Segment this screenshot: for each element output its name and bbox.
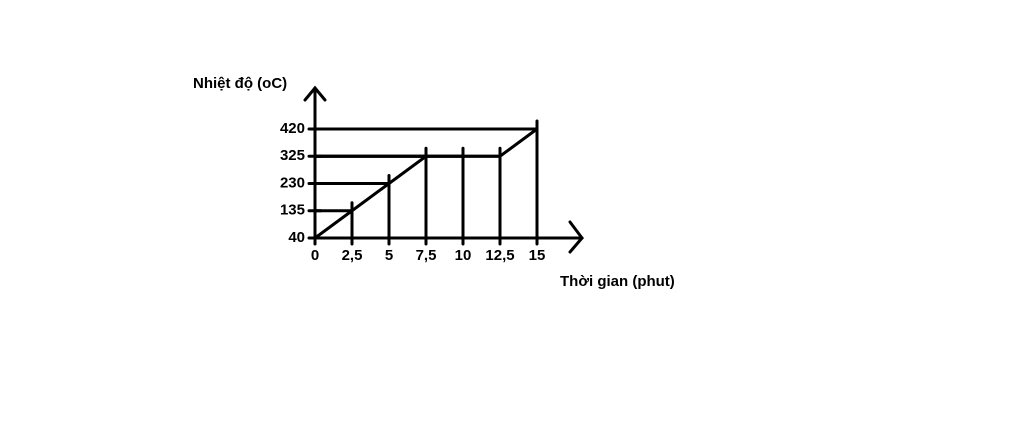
x-tick-label: 12,5 [485,247,514,264]
data-line [313,127,539,240]
x-axis-arrow [568,220,584,254]
y-tick-label: 230 [280,174,305,191]
y-tick-label: 420 [280,120,305,137]
x-tick-label: 15 [529,247,546,264]
y-axis-title: Nhiệt độ (oC) [193,75,287,92]
y-tick-label: 40 [288,229,305,246]
y-axis-arrow [303,85,327,102]
x-axis-title: Thời gian (phut) [560,273,675,290]
y-tick-label: 325 [280,147,305,164]
x-tick-label: 7,5 [416,247,437,264]
y-tick-label: 135 [280,202,305,219]
x-tick-label: 0 [311,247,319,264]
x-tick-label: 2,5 [342,247,363,264]
x-tick-label: 5 [385,247,393,264]
x-tick-label: 10 [455,247,472,264]
